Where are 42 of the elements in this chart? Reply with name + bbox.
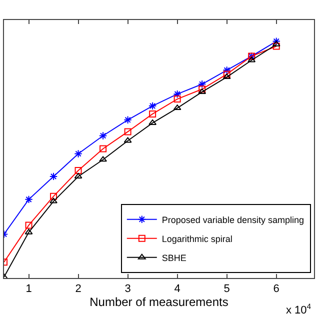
point bbox=[74, 172, 82, 178]
point bbox=[272, 42, 280, 50]
point bbox=[148, 119, 157, 125]
x-axis-title: Number of measurements bbox=[90, 295, 228, 310]
point bbox=[25, 222, 32, 229]
point bbox=[24, 195, 33, 204]
point bbox=[124, 137, 132, 143]
point bbox=[24, 228, 33, 234]
legend-label: SBHE bbox=[162, 252, 186, 263]
text: x 10$^{4}$ bbox=[286, 302, 312, 317]
point bbox=[148, 102, 157, 110]
x-tick-label: 1 bbox=[26, 283, 32, 296]
point bbox=[50, 198, 58, 204]
point bbox=[198, 88, 206, 94]
x-tick-label: 4 bbox=[174, 283, 180, 296]
point bbox=[223, 70, 230, 78]
point bbox=[124, 116, 132, 124]
point bbox=[74, 167, 82, 174]
x-tick-label: 3 bbox=[124, 283, 131, 296]
point bbox=[248, 56, 256, 62]
point bbox=[173, 104, 182, 110]
point bbox=[173, 90, 182, 98]
point bbox=[222, 66, 231, 74]
point bbox=[222, 74, 231, 80]
x-tick-label: 5 bbox=[224, 283, 230, 296]
point bbox=[74, 150, 82, 158]
point bbox=[149, 110, 156, 118]
x-tick-label: 6 bbox=[273, 283, 280, 296]
point bbox=[198, 80, 206, 88]
point bbox=[100, 145, 107, 152]
point bbox=[124, 128, 132, 136]
point bbox=[98, 132, 108, 140]
point bbox=[198, 86, 206, 93]
point bbox=[272, 37, 280, 46]
point bbox=[272, 40, 280, 46]
legend-label: Proposed variable density sampling bbox=[162, 214, 304, 225]
legend-label: Logarithmic spiral bbox=[162, 234, 232, 244]
point bbox=[50, 192, 58, 200]
point bbox=[99, 156, 107, 162]
point bbox=[49, 172, 58, 181]
x-tick-label: 2 bbox=[75, 283, 82, 296]
point bbox=[174, 96, 181, 103]
